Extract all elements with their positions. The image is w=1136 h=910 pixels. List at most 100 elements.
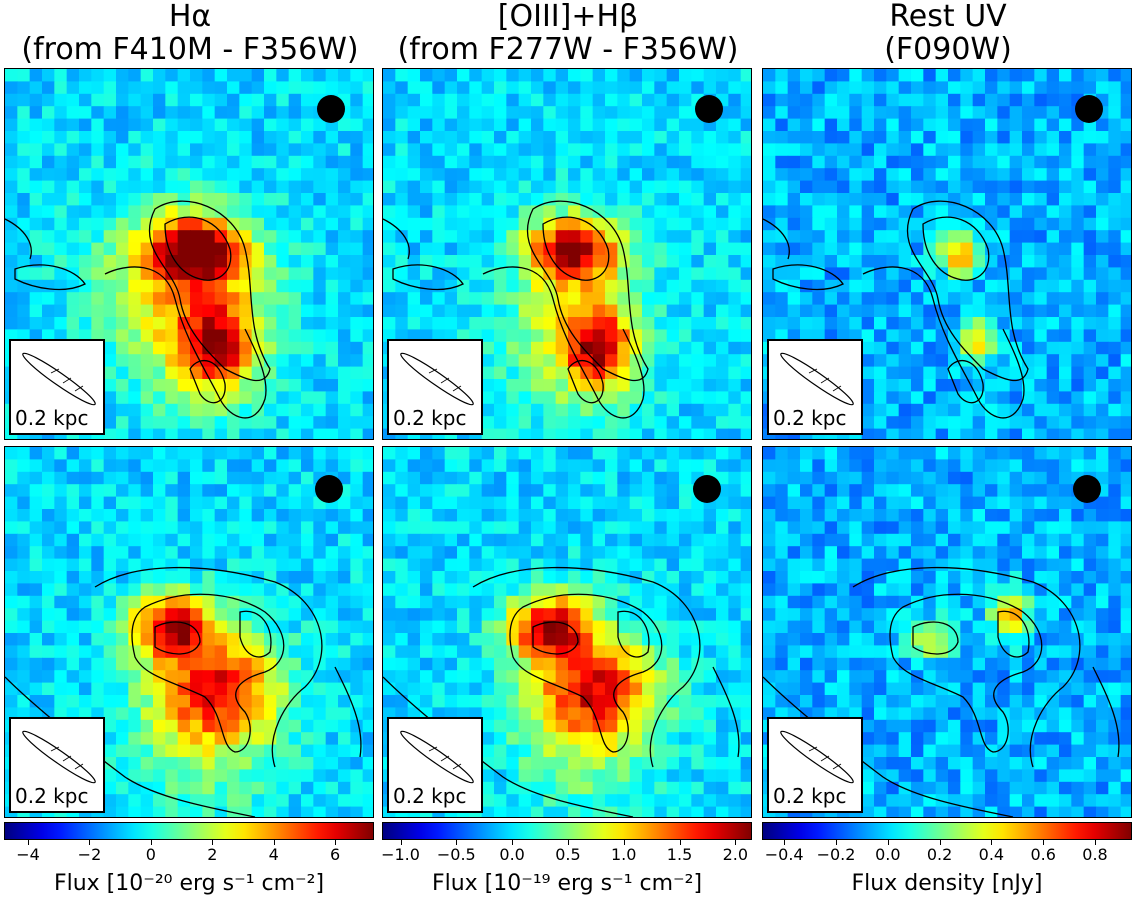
map-pixel	[812, 546, 826, 560]
map-pixel	[264, 595, 277, 609]
map-pixel	[506, 403, 520, 417]
map-pixel	[264, 447, 277, 460]
map-pixel	[494, 168, 507, 182]
map-pixel	[457, 267, 470, 281]
map-pixel	[350, 657, 364, 671]
map-pixel	[362, 267, 373, 281]
map-pixel	[518, 471, 532, 485]
map-pixel	[617, 695, 631, 708]
map-pixel	[42, 533, 55, 547]
map-pixel	[276, 93, 290, 107]
map-pixel	[5, 583, 18, 597]
map-pixel	[728, 341, 742, 355]
map-pixel	[568, 447, 581, 460]
map-pixel	[629, 292, 643, 306]
map-pixel	[325, 366, 339, 380]
map-pixel	[1096, 341, 1109, 355]
map-pixel	[740, 391, 751, 405]
map-pixel	[874, 279, 887, 293]
map-pixel	[728, 571, 742, 584]
map-pixel	[531, 354, 544, 368]
map-pixel	[264, 193, 277, 206]
map-pixel	[1108, 391, 1122, 405]
map-pixel	[350, 769, 364, 783]
map-pixel	[140, 645, 154, 659]
map-pixel	[288, 781, 302, 795]
map-pixel	[1120, 403, 1131, 417]
map-pixel	[276, 471, 290, 485]
map-pixel	[469, 546, 483, 560]
map-pixel	[605, 484, 618, 498]
map-pixel	[202, 645, 216, 659]
map-pixel	[531, 571, 544, 584]
map-pixel	[775, 118, 789, 132]
map-pixel	[251, 304, 265, 318]
map-pixel	[679, 93, 692, 107]
map-pixel	[543, 366, 557, 380]
map-pixel	[985, 267, 998, 281]
map-pixel	[481, 558, 495, 572]
map-pixel	[432, 496, 446, 510]
map-pixel	[568, 769, 581, 783]
map-pixel	[543, 428, 557, 439]
map-pixel	[288, 391, 302, 405]
map-pixel	[457, 447, 470, 460]
map-pixel	[728, 242, 742, 256]
map-pixel	[763, 595, 776, 609]
map-pixel	[948, 447, 961, 460]
map-pixel	[214, 428, 228, 439]
map-pixel	[202, 670, 216, 684]
map-pixel	[338, 205, 351, 219]
map-pixel	[703, 794, 717, 808]
map-pixel	[165, 143, 179, 157]
map-pixel	[580, 93, 594, 107]
map-pixel	[362, 304, 373, 318]
map-pixel	[642, 255, 655, 268]
map-pixel	[654, 391, 668, 405]
map-pixel	[886, 459, 900, 473]
map-pixel	[395, 459, 409, 473]
map-pixel	[116, 657, 129, 671]
map-pixel	[812, 217, 826, 231]
map-pixel	[935, 391, 949, 405]
map-pixel	[740, 354, 751, 368]
map-pixel	[580, 521, 594, 535]
map-pixel	[165, 633, 179, 646]
map-pixel	[5, 255, 18, 268]
map-pixel	[457, 131, 470, 144]
map-pixel	[1071, 379, 1085, 392]
map-pixel	[313, 155, 327, 169]
map-pixel	[898, 366, 912, 380]
map-pixel	[568, 217, 581, 231]
map-pixel	[1022, 379, 1035, 392]
map-pixel	[395, 242, 409, 256]
map-pixel	[997, 546, 1011, 560]
map-pixel	[165, 168, 179, 182]
map-pixel	[703, 428, 717, 439]
map-pixel	[338, 695, 351, 708]
map-pixel	[948, 608, 961, 622]
map-pixel	[239, 118, 253, 132]
map-pixel	[531, 806, 544, 817]
map-pixel	[923, 366, 937, 380]
map-pixel	[592, 571, 606, 584]
map-pixel	[457, 521, 470, 535]
map-pixel	[948, 143, 961, 157]
map-pixel	[17, 608, 31, 622]
map-pixel	[457, 695, 470, 708]
map-pixel	[313, 645, 327, 659]
map-pixel	[202, 93, 216, 107]
map-pixel	[165, 533, 179, 547]
map-pixel	[740, 633, 751, 646]
map-pixel	[691, 695, 705, 708]
map-pixel	[568, 484, 581, 498]
map-pixel	[787, 317, 801, 330]
map-pixel	[849, 459, 863, 473]
map-pixel	[264, 757, 277, 770]
map-pixel	[703, 205, 717, 219]
map-pixel	[395, 267, 409, 281]
map-pixel	[42, 106, 55, 120]
map-pixel	[17, 620, 31, 634]
map-pixel	[1108, 366, 1122, 380]
map-pixel	[666, 428, 680, 439]
